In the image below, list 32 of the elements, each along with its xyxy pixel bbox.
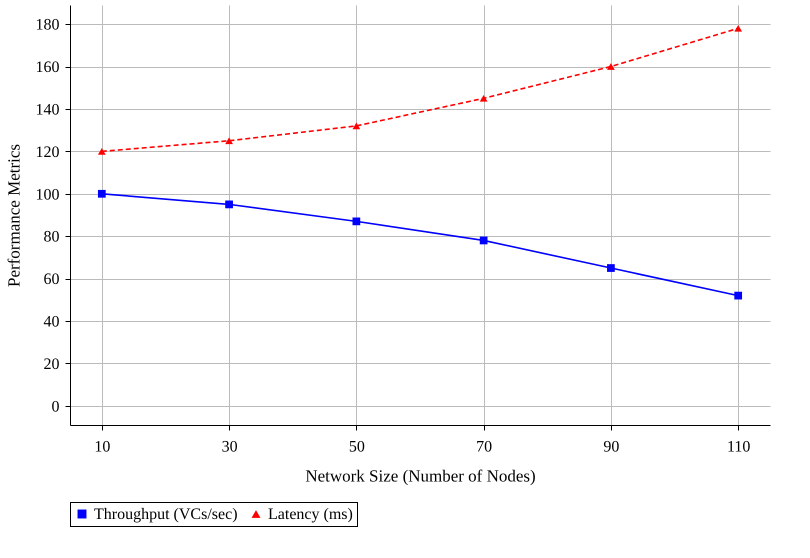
point	[352, 122, 360, 130]
y-axis-title: Performance Metrics	[4, 144, 24, 288]
y-tick-label: 0	[52, 398, 60, 416]
y-tick-label: 120	[36, 144, 60, 161]
y-tick-label: 100	[36, 186, 60, 204]
y-tick-label: 20	[44, 356, 60, 373]
point	[225, 200, 233, 208]
point	[225, 137, 233, 144]
y-tick-label: 40	[44, 314, 60, 331]
y-tick-label: 180	[36, 16, 60, 34]
point	[607, 63, 615, 70]
point	[734, 24, 742, 32]
point	[480, 236, 488, 244]
x-tick-label: 90	[603, 438, 620, 456]
legend-label: Throughput (VCs/sec)	[94, 506, 238, 523]
legend-label: Latency (ms)	[268, 506, 353, 523]
point	[734, 292, 742, 300]
x-tick-label: 30	[222, 438, 238, 456]
x-axis-title: Network Size (Number of Nodes)	[305, 466, 536, 486]
y-tick-label: 140	[36, 101, 60, 118]
x-tick-label: 110	[726, 438, 750, 456]
point	[352, 217, 360, 226]
x-tick-label: 70	[476, 438, 492, 456]
point	[607, 264, 615, 272]
y-tick-label: 80	[44, 228, 60, 246]
x-tick-label: 10	[94, 438, 110, 456]
point	[98, 190, 106, 198]
y-tick-label: 160	[36, 59, 60, 76]
point	[98, 148, 106, 155]
x-tick-label: 50	[348, 438, 365, 456]
y-tick-label: 60	[44, 271, 60, 288]
point	[480, 94, 488, 102]
